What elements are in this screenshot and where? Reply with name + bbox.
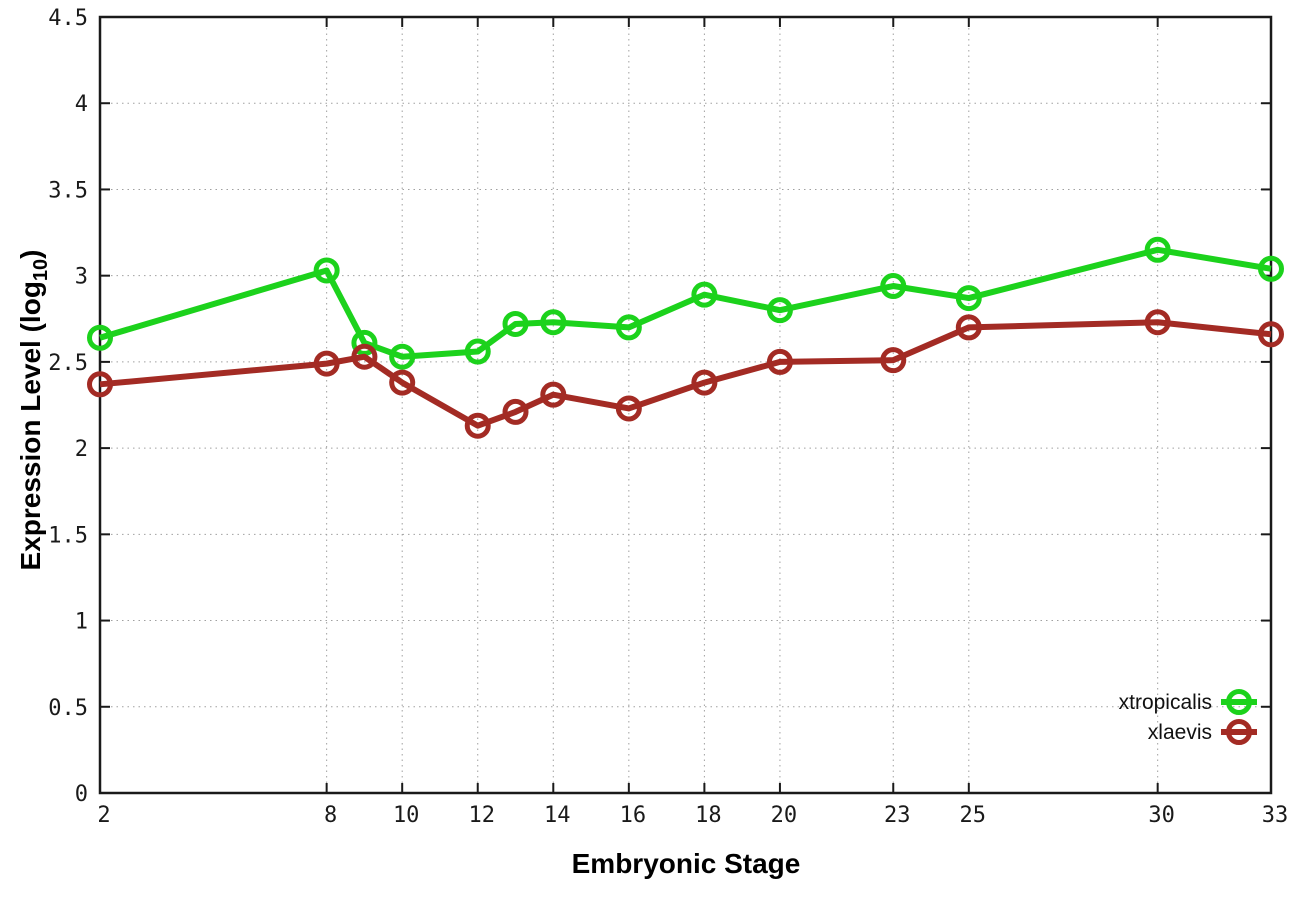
y-tick-label: 0.5 — [48, 696, 88, 721]
legend: xtropicalis xlaevis — [1119, 689, 1257, 745]
data-point-xtropicalis — [1144, 236, 1171, 263]
y-tick-label: 3.5 — [48, 178, 88, 203]
data-point-xtropicalis — [389, 343, 416, 370]
legend-label-xtropicalis: xtropicalis — [1119, 691, 1212, 714]
data-point-xtropicalis — [691, 281, 718, 308]
x-tick-label: 14 — [544, 803, 571, 828]
legend-marker — [1226, 719, 1252, 745]
data-point-xlaevis — [351, 343, 378, 370]
x-tick-label: 30 — [1148, 803, 1175, 828]
y-tick-label: 2 — [75, 437, 88, 462]
data-point-xlaevis — [691, 369, 718, 396]
x-tick-label: 12 — [468, 803, 495, 828]
x-tick-label: 2 — [97, 803, 110, 828]
data-point-xtropicalis — [502, 310, 529, 337]
y-axis-title: Expression Level (log10) — [15, 250, 52, 571]
x-tick-label: 23 — [884, 803, 911, 828]
data-point-xlaevis — [464, 412, 491, 439]
x-tick-label: 33 — [1262, 803, 1289, 828]
x-tick-label: 16 — [620, 803, 647, 828]
y-tick-label: 4 — [75, 92, 88, 117]
y-tick-label: 3 — [75, 265, 88, 290]
data-series — [87, 236, 1284, 439]
data-point-xlaevis — [1258, 321, 1284, 348]
data-point-xtropicalis — [880, 273, 907, 300]
data-point-xlaevis — [955, 314, 982, 341]
data-point-xlaevis — [87, 371, 113, 398]
tick-labels: 0 0.5 1 1.5 2 2.5 3 3.5 4 4.5 2 8 10 12 14 16 18 20 23 25 30… — [48, 6, 1288, 828]
x-tick-label: 20 — [771, 803, 798, 828]
legend-marker — [1226, 689, 1252, 715]
x-axis-title: Embryonic Stage — [572, 848, 801, 879]
data-point-xtropicalis — [766, 297, 793, 324]
axis-ticks — [99, 16, 1272, 794]
y-tick-label: 0 — [75, 782, 88, 807]
x-tick-label: 18 — [695, 803, 722, 828]
y-tick-label: 2.5 — [48, 351, 88, 376]
data-point-xtropicalis — [87, 324, 113, 351]
data-point-xlaevis — [540, 381, 567, 408]
data-point-xtropicalis — [351, 329, 378, 356]
data-point-xtropicalis — [615, 314, 642, 341]
series-line-xtropicalis — [99, 246, 1272, 360]
y-tick-label: 4.5 — [48, 6, 88, 31]
data-point-xlaevis — [1144, 309, 1171, 336]
data-point-xtropicalis — [1258, 255, 1284, 282]
data-point-xtropicalis — [313, 257, 340, 284]
y-tick-label: 1.5 — [48, 523, 88, 548]
legend-label-xlaevis: xlaevis — [1148, 721, 1212, 744]
data-point-xlaevis — [766, 348, 793, 375]
data-point-xlaevis — [615, 395, 642, 422]
data-point-xtropicalis — [464, 338, 491, 365]
plot-border-box — [98, 15, 1273, 795]
y-tick-label: 1 — [75, 610, 88, 635]
series-line-xlaevis — [99, 319, 1272, 429]
data-point-xlaevis — [880, 347, 907, 374]
gridlines — [99, 16, 1272, 794]
x-tick-label: 8 — [324, 803, 337, 828]
data-point-xlaevis — [502, 398, 529, 425]
data-point-xlaevis — [389, 369, 416, 396]
x-tick-label: 10 — [393, 803, 420, 828]
data-point-xtropicalis — [540, 309, 567, 336]
x-tick-label: 25 — [960, 803, 987, 828]
data-point-xlaevis — [313, 350, 340, 377]
data-point-xtropicalis — [955, 285, 982, 312]
plot-border — [98, 15, 1273, 795]
